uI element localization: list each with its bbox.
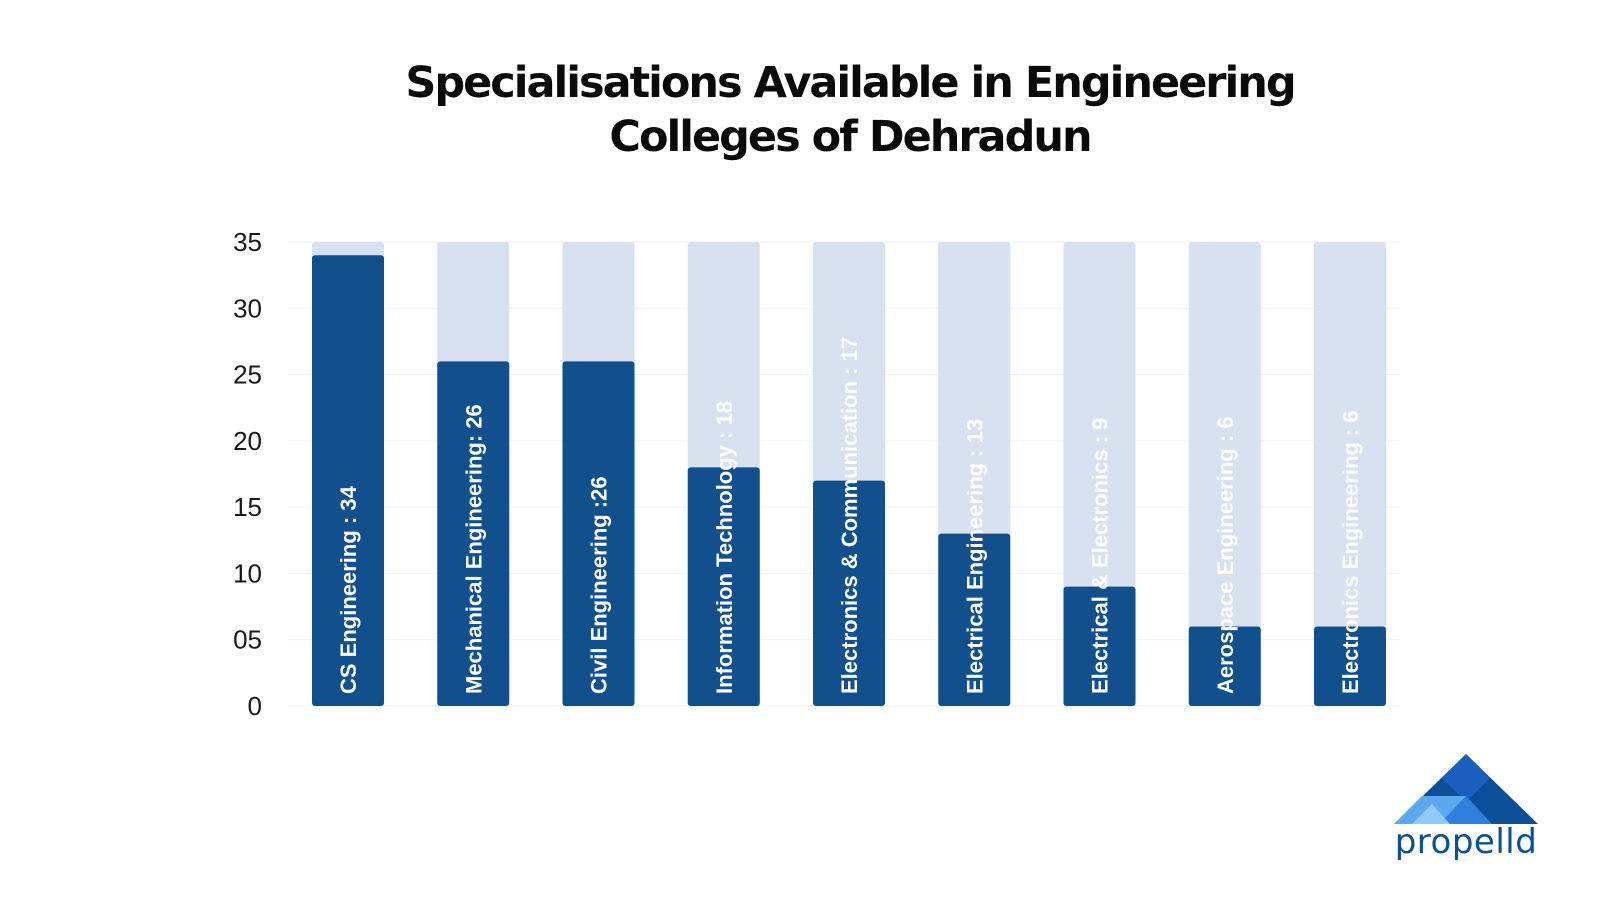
y-tick-label: 25 (233, 360, 262, 390)
bar (562, 361, 635, 706)
bar-group: Electrical & Electronics : 9 (1063, 242, 1136, 706)
bar-group: Electronics & Communication : 17 (813, 242, 885, 706)
propelld-triangle-icon (1394, 754, 1538, 824)
bar (1063, 586, 1136, 706)
bar-group: CS Engineering : 34 (312, 242, 384, 706)
y-tick-label: 30 (233, 293, 262, 323)
bar-data-label: CS Engineering : 34 (336, 485, 361, 694)
chart-title-line-2: Colleges of Dehradun (609, 112, 1092, 162)
y-tick-label: 10 (233, 558, 262, 588)
bar-group: Aerospace Engineering : 6 (1188, 242, 1261, 706)
y-tick-label: 20 (233, 426, 262, 456)
y-tick-label: 0 (248, 691, 262, 721)
bar (312, 255, 384, 706)
bar (938, 533, 1011, 706)
bar (1314, 626, 1386, 706)
bar (437, 361, 510, 706)
bar-data-label: Information Technology : 18 (712, 401, 737, 694)
bar-group: Electrical Engineering : 13 (938, 242, 1011, 706)
bar-group: Information Technology : 18 (687, 242, 760, 706)
y-tick-label: 15 (233, 492, 262, 522)
bar (687, 467, 760, 706)
bar (813, 480, 885, 706)
bar-group: Mechanical Engineering: 26 (437, 242, 510, 706)
bar-data-label: Civil Engineering :26 (587, 476, 612, 694)
bar-data-label: Electronics Engineering : 6 (1338, 410, 1363, 694)
bar-data-label: Electronics & Communication : 17 (837, 337, 862, 694)
bar-data-label: Electrical Engineering : 13 (962, 419, 987, 694)
bar-data-label: Electrical & Electronics : 9 (1088, 418, 1113, 694)
chart-title-line-1: Specialisations Available in Engineering (405, 58, 1296, 108)
y-tick-label: 05 (233, 625, 262, 655)
bar-data-label: Aerospace Engineering : 6 (1213, 416, 1238, 694)
propelld-logo-text: propelld (1394, 822, 1538, 862)
y-tick-label: 35 (233, 227, 262, 257)
bar-group: Civil Engineering :26 (562, 242, 635, 706)
bar-data-label: Mechanical Engineering: 26 (461, 404, 486, 694)
bar-track (1314, 242, 1386, 706)
chart-title: Specialisations Available in Engineering… (300, 56, 1400, 164)
bar-group: Electronics Engineering : 6 (1314, 242, 1386, 706)
bars: CS Engineering : 34 Mechanical Engineerin… (312, 242, 1386, 706)
y-axis: 0 05 10 15 20 25 30 35 (233, 227, 262, 721)
bar-track (1188, 242, 1261, 706)
bar (1188, 626, 1261, 706)
